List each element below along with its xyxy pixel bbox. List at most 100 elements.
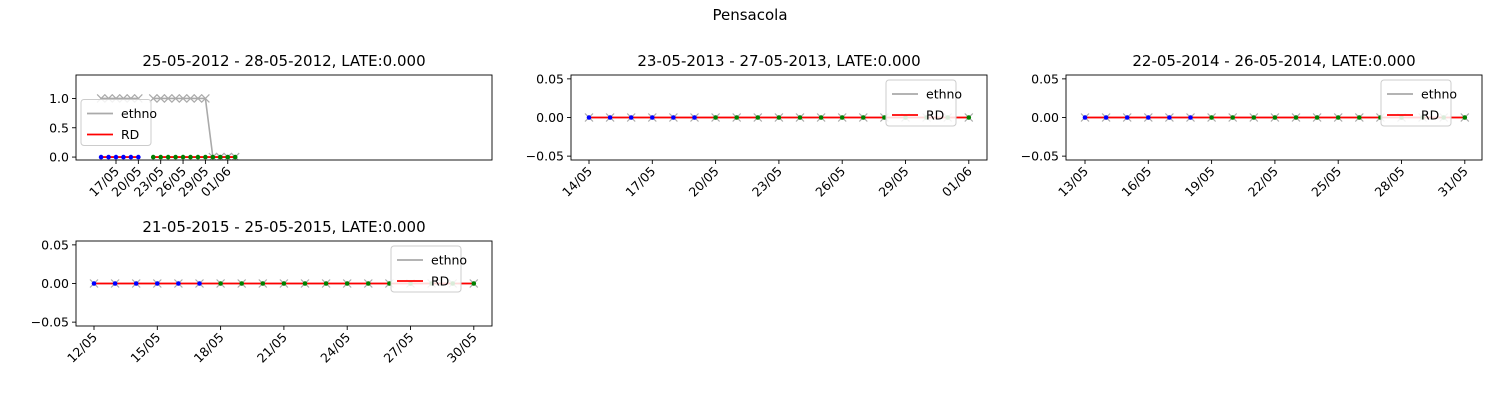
- panel-title: 25-05-2012 - 28-05-2012, LATE:0.000: [142, 52, 425, 70]
- data-point: [1335, 115, 1341, 120]
- data-point: [966, 115, 972, 120]
- legend: ethno RD: [1380, 79, 1457, 127]
- data-point: [200, 94, 210, 103]
- data-point: [861, 115, 866, 120]
- figure-title: Pensacola: [712, 6, 787, 24]
- data-point: [671, 115, 676, 120]
- panel-title: 21-05-2015 - 25-05-2015, LATE:0.000: [142, 218, 425, 236]
- data-point: [155, 281, 160, 286]
- x-tick-label: 27/05: [381, 330, 417, 366]
- data-point: [156, 94, 166, 103]
- data-point: [165, 154, 171, 160]
- data-point: [1167, 115, 1172, 120]
- x-tick-label: 19/05: [1182, 164, 1218, 200]
- data-point: [1314, 115, 1320, 120]
- data-point: [128, 154, 134, 160]
- y-tick-label: 0.0: [49, 150, 69, 165]
- x-tick-label: 01/06: [939, 163, 975, 199]
- data-point: [136, 154, 141, 160]
- data-point: [776, 115, 782, 120]
- x-tick-label: 23/05: [749, 164, 785, 200]
- x-tick-label: 21/05: [254, 330, 290, 366]
- x-tick-label: 26/05: [812, 164, 848, 200]
- data-point: [98, 154, 104, 160]
- y-tick-label: 0.05: [536, 71, 564, 86]
- data-point: [734, 115, 739, 120]
- data-point: [797, 115, 803, 120]
- y-tick-label: −0.05: [1021, 149, 1059, 164]
- data-point: [210, 154, 216, 160]
- data-point: [1146, 115, 1151, 120]
- data-point: [1124, 115, 1130, 120]
- data-point: [150, 154, 156, 160]
- legend: ethno RD: [80, 99, 157, 146]
- legend-label: ethno: [926, 87, 962, 102]
- data-point: [628, 115, 634, 120]
- data-point: [692, 115, 697, 120]
- data-point: [1293, 115, 1299, 120]
- data-point: [1188, 115, 1193, 120]
- data-point: [323, 281, 329, 286]
- y-tick-label: 1.0: [49, 91, 69, 106]
- data-point: [302, 281, 308, 286]
- data-point: [197, 281, 202, 286]
- legend: ethno RD: [885, 79, 962, 127]
- data-point: [195, 154, 201, 160]
- y-tick-label: 0.05: [41, 237, 69, 252]
- data-point: [171, 94, 181, 103]
- data-point: [260, 281, 266, 286]
- legend-label: RD: [926, 108, 944, 123]
- legend: ethno RD: [390, 245, 467, 293]
- data-point: [713, 115, 718, 120]
- x-tick-label: 29/05: [876, 164, 912, 200]
- data-point: [239, 281, 244, 286]
- series-line: [153, 97, 236, 158]
- x-tick-label: 14/05: [559, 164, 595, 200]
- data-point: [188, 154, 193, 160]
- data-point: [133, 281, 139, 286]
- data-point: [225, 154, 231, 160]
- data-point: [755, 115, 761, 120]
- data-point: [113, 154, 119, 160]
- x-tick-label: 31/05: [1435, 164, 1471, 200]
- data-point: [281, 281, 287, 286]
- x-tick-label: 20/05: [686, 164, 722, 200]
- panel-3: 22-05-2014 - 26-05-2014, LATE:0.000 −0.05…: [1021, 52, 1483, 200]
- data-point: [1209, 115, 1214, 120]
- x-tick-label: 22/05: [1245, 164, 1281, 200]
- x-tick-label: 12/05: [64, 330, 100, 366]
- legend-label: ethno: [121, 106, 157, 121]
- data-point: [176, 281, 181, 286]
- data-point: [1272, 115, 1278, 120]
- data-point: [112, 281, 118, 286]
- data-point: [1103, 115, 1109, 120]
- x-tick-label: 15/05: [127, 330, 163, 366]
- x-tick-label: 18/05: [191, 330, 227, 366]
- legend-label: RD: [431, 274, 449, 289]
- data-point: [818, 115, 824, 120]
- x-tick-label: 24/05: [317, 330, 353, 366]
- data-point: [158, 154, 163, 160]
- data-point: [218, 281, 223, 286]
- y-tick-label: 0.00: [1031, 110, 1059, 125]
- panel-1: 25-05-2012 - 28-05-2012, LATE:0.000 0.0 0.…: [49, 52, 493, 200]
- x-tick-label: 13/05: [1055, 164, 1091, 200]
- x-tick-label: 25/05: [1308, 164, 1344, 200]
- axes-frame: [75, 74, 493, 161]
- x-tick-label: 30/05: [444, 330, 480, 366]
- legend-label: RD: [1421, 108, 1439, 123]
- panel-title: 23-05-2013 - 27-05-2013, LATE:0.000: [637, 52, 920, 70]
- legend-label: ethno: [1421, 87, 1457, 102]
- panels: 25-05-2012 - 28-05-2012, LATE:0.000 0.0 0.…: [31, 52, 1483, 366]
- x-tick-label: 17/05: [622, 164, 658, 200]
- data-point: [1251, 115, 1257, 120]
- data-point: [1462, 115, 1468, 120]
- data-point: [471, 281, 477, 286]
- panel-4: 21-05-2015 - 25-05-2015, LATE:0.000 −0.05…: [31, 218, 493, 366]
- data-point: [1082, 115, 1088, 120]
- series-RD: [98, 154, 238, 160]
- data-point: [178, 94, 188, 103]
- data-point: [91, 281, 97, 286]
- x-tick-label: 28/05: [1372, 164, 1408, 200]
